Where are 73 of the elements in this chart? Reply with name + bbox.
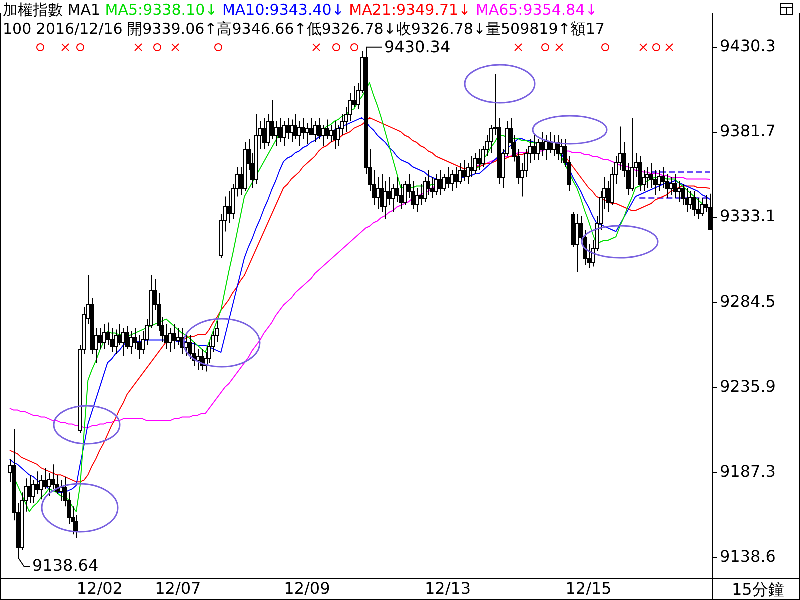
- candlestick: [326, 119, 330, 140]
- x-tick-label: 12/07: [155, 578, 202, 598]
- chart-title: 加權指數 MA1: [3, 1, 101, 19]
- y-tick-label: 9284.5: [720, 292, 776, 311]
- candlestick: [282, 120, 286, 146]
- candlestick: [532, 134, 536, 160]
- candlestick: [262, 117, 266, 150]
- x-tick-label: 12/13: [424, 578, 472, 598]
- candlestick: [474, 152, 478, 174]
- candlestick: [44, 468, 48, 490]
- candlestick: [176, 328, 180, 346]
- y-tick-label: 9333.1: [720, 206, 776, 226]
- candlestick: [168, 328, 172, 354]
- candlestick: [630, 117, 634, 192]
- candlestick: [122, 328, 126, 357]
- candlestick: [478, 148, 482, 171]
- text: MA65:9354.84↓: [474, 1, 598, 19]
- annotation: 9430.34: [384, 38, 451, 57]
- candlestick: [434, 173, 438, 196]
- candlestick: [98, 328, 102, 350]
- candlestick: [196, 348, 200, 371]
- candlestick: [576, 214, 580, 273]
- text: MA10:9343.40↓: [221, 1, 344, 19]
- candlestick: [692, 191, 696, 217]
- candlestick: [274, 120, 278, 146]
- text: MA21:9349.71↓: [348, 1, 472, 19]
- candlestick: [670, 176, 674, 196]
- x-axis-title: 15分鐘: [732, 580, 784, 600]
- candlestick: [560, 138, 564, 164]
- candlestick: [450, 170, 454, 192]
- candlestick: [638, 156, 642, 192]
- candlestick: [278, 117, 282, 143]
- candlestick: [298, 120, 302, 146]
- candlestick: [462, 159, 466, 182]
- y-tick-label: 9381.7: [720, 122, 776, 141]
- candlestick: [446, 166, 450, 188]
- y-tick-label: 9235.9: [720, 376, 776, 396]
- candlestick: [286, 117, 290, 140]
- x-tick-label: 12/02: [76, 578, 123, 598]
- text: 100 2016/12/16 開9339.06↑高9346.66↑低9326.78↓收9326.78↓量509819↑額17: [3, 20, 605, 39]
- candlestick: [438, 170, 442, 196]
- candlestick: [674, 173, 678, 199]
- candlestick: [330, 124, 334, 143]
- y-tick-label: 9430.3: [720, 36, 776, 56]
- candlestick: [420, 184, 424, 206]
- candlestick: [458, 162, 462, 185]
- candlestick: [646, 166, 650, 188]
- candlestick: [36, 471, 40, 495]
- candlestick: [130, 331, 134, 355]
- candlestick: [172, 324, 176, 350]
- candlestick: [454, 166, 458, 188]
- candlestick: [416, 187, 420, 214]
- candlestick: [102, 324, 106, 350]
- candlestick: [688, 191, 692, 210]
- text: MA5:9338.10↓: [104, 1, 218, 19]
- candlestick: [314, 120, 318, 143]
- candlestick: [678, 180, 682, 202]
- candlestick: [228, 191, 232, 224]
- y-tick-label: 9138.6: [720, 547, 776, 566]
- candlestick: [384, 180, 388, 220]
- annotation: 9138.64: [32, 556, 99, 576]
- x-tick-label: 12/09: [284, 578, 330, 598]
- candlestick: [254, 114, 258, 185]
- candlestick: [540, 131, 544, 157]
- candlestick: [658, 170, 662, 192]
- y-tick-label: 9187.3: [720, 462, 776, 481]
- candlestick: [544, 134, 548, 160]
- candlestick: [306, 122, 310, 145]
- candlestick: [388, 176, 392, 206]
- x-tick-label: 12/15: [566, 578, 612, 598]
- candlestick: [322, 124, 326, 146]
- candlestick: [244, 142, 248, 192]
- candlestick: [376, 176, 380, 210]
